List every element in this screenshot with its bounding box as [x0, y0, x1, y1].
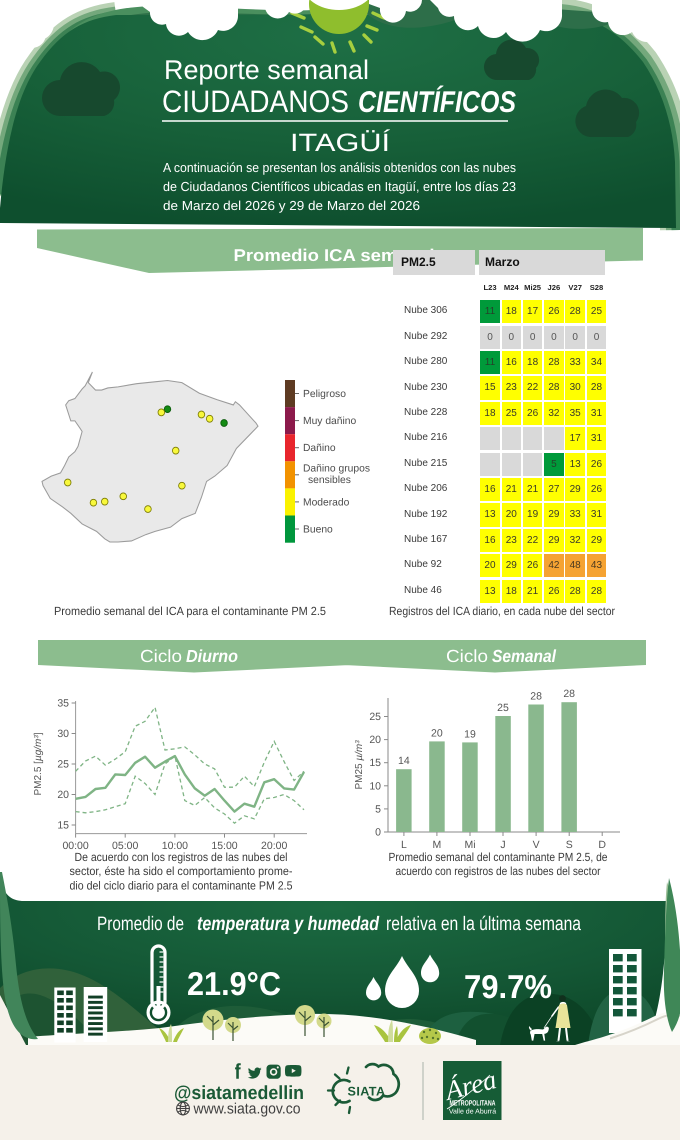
svg-text:Mi: Mi [464, 839, 475, 851]
svg-text:5: 5 [375, 803, 381, 815]
svg-text:19: 19 [464, 728, 476, 740]
svg-text:35: 35 [57, 698, 69, 710]
svg-text:15: 15 [369, 757, 381, 769]
svg-text:28: 28 [530, 691, 542, 703]
svg-text:METROPOLITANA: METROPOLITANA [450, 1099, 496, 1108]
svg-text:10: 10 [369, 780, 381, 792]
svg-text:21.9°C: 21.9°C [187, 965, 281, 1002]
svg-text:Promedio semanal del contamina: Promedio semanal del contaminante PM 2.5… [389, 850, 608, 864]
svg-text:Promedio ICA semanal: Promedio ICA semanal [234, 246, 435, 265]
svg-text:25: 25 [57, 759, 69, 771]
svg-text:@siatamedellin: @siatamedellin [174, 1083, 304, 1104]
svg-text:SIATA: SIATA [348, 1085, 386, 1099]
svg-text:Promedio semanal del ICA para: Promedio semanal del ICA para el contami… [54, 604, 326, 618]
svg-text:PM25 µ/m³: PM25 µ/m³ [354, 740, 365, 790]
svg-text:Valle de Aburrá: Valle de Aburrá [449, 1108, 496, 1116]
svg-text:0: 0 [375, 827, 381, 839]
svg-text:J: J [500, 839, 505, 851]
svg-text:25: 25 [497, 702, 509, 714]
svg-text:PM2.5 [µg/m³]: PM2.5 [µg/m³] [33, 732, 44, 795]
svg-text:dio del ciclo diario para el c: dio del ciclo diario para el contaminant… [70, 878, 293, 892]
svg-text:25: 25 [369, 711, 381, 723]
svg-text:Ciclo: Ciclo [140, 646, 182, 666]
svg-text:Promedio de: Promedio de [97, 913, 184, 935]
svg-text:relativa en la última semana: relativa en la última semana [386, 913, 581, 935]
svg-text:Semanal: Semanal [492, 646, 557, 666]
svg-text:20: 20 [369, 734, 381, 746]
svg-text:Diurno: Diurno [186, 646, 238, 666]
svg-text:05:00: 05:00 [112, 840, 138, 852]
svg-text:www.siata.gov.co: www.siata.gov.co [193, 1101, 301, 1118]
svg-text:Moderado: Moderado [303, 497, 350, 508]
svg-text:20:00: 20:00 [261, 840, 287, 852]
svg-text:de Ciudadanos Científicos ubic: de Ciudadanos Científicos ubicadas en It… [163, 179, 516, 194]
svg-text:30: 30 [57, 728, 69, 740]
svg-text:ITAGÜÍ: ITAGÜÍ [290, 129, 390, 157]
svg-text:10:00: 10:00 [162, 840, 188, 852]
svg-text:S: S [566, 839, 573, 851]
svg-text:Registros del ICA diario, en c: Registros del ICA diario, en cada nube d… [389, 604, 615, 618]
svg-text:CIENTÍFICOS: CIENTÍFICOS [358, 85, 516, 119]
svg-text:20: 20 [57, 789, 69, 801]
svg-text:20: 20 [431, 727, 443, 739]
svg-text:15: 15 [57, 820, 69, 832]
svg-text:Bueno: Bueno [303, 525, 333, 536]
svg-text:Dañino: Dañino [303, 443, 336, 454]
svg-text:sensibles: sensibles [308, 475, 351, 486]
svg-text:15:00: 15:00 [211, 840, 237, 852]
svg-text:De acuerdo con los registros d: De acuerdo con los registros de las nube… [75, 850, 288, 864]
svg-text:79.7%: 79.7% [464, 968, 552, 1005]
svg-text:Ciclo: Ciclo [446, 646, 488, 666]
svg-text:sector, éste ha sido el compor: sector, éste ha sido el comportamiento p… [70, 864, 293, 878]
svg-text:V: V [533, 839, 540, 851]
svg-text:CIUDADANOS: CIUDADANOS [162, 84, 349, 119]
svg-text:Dañino grupos: Dañino grupos [303, 464, 370, 475]
svg-text:A continuación se presentan lo: A continuación se presentan los análisis… [163, 160, 516, 175]
svg-text:14: 14 [398, 755, 410, 767]
svg-text:Muy dañino: Muy dañino [303, 416, 357, 427]
svg-text:Reporte semanal: Reporte semanal [164, 55, 369, 85]
svg-text:acuerdo con registros de las n: acuerdo con registros de las nubes del s… [396, 864, 601, 878]
svg-text:00:00: 00:00 [62, 840, 88, 852]
svg-text:Peligroso: Peligroso [303, 389, 346, 400]
svg-text:D: D [598, 839, 606, 851]
svg-text:temperatura y humedad: temperatura y humedad [197, 913, 380, 935]
svg-text:de Marzo del 2026 y 29 de Marz: de Marzo del 2026 y 29 de Marzo del 2026 [163, 198, 420, 213]
svg-text:M: M [433, 839, 442, 851]
svg-text:L: L [401, 839, 407, 851]
svg-text:28: 28 [563, 688, 575, 700]
